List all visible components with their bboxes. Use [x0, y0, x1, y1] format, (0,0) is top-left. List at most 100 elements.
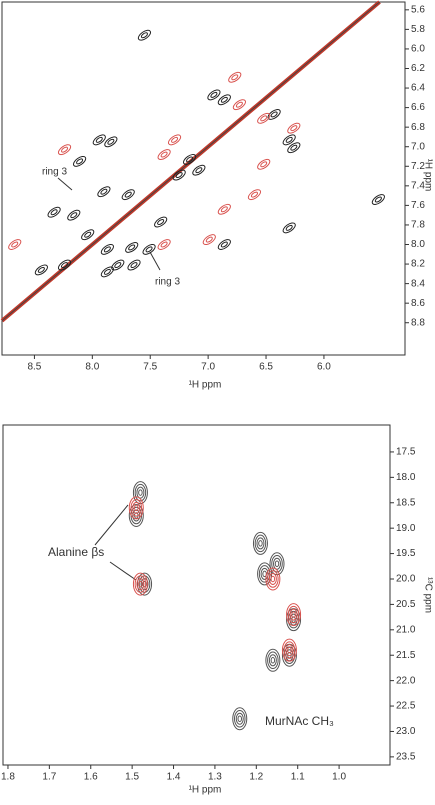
- x-tick-label: 8.5: [27, 362, 41, 373]
- peak: [67, 209, 81, 221]
- contour-ring: [287, 142, 301, 154]
- contour-ring: [220, 206, 228, 213]
- peak: [127, 259, 141, 271]
- x-tick-label: 8.0: [85, 362, 99, 373]
- contour-ring: [192, 164, 206, 176]
- x-tick-label: 7.0: [201, 362, 215, 373]
- contour-ring: [134, 575, 147, 593]
- contour-ring: [268, 572, 277, 585]
- y-tick-label: 5.6: [411, 4, 425, 15]
- x-tick-label: 1.6: [84, 772, 98, 783]
- y-tick-label: 5.8: [411, 24, 425, 35]
- contour-ring: [273, 557, 282, 570]
- y-tick-label: 19.5: [396, 548, 416, 559]
- annotation: ring 3: [42, 167, 67, 178]
- contour-ring: [281, 638, 297, 662]
- y-axis-label: ¹H ppm: [422, 159, 433, 192]
- contour-ring: [274, 560, 280, 567]
- contour-ring: [265, 567, 281, 591]
- peak: [128, 496, 144, 520]
- contour-ring: [250, 191, 258, 198]
- contour-ring: [11, 241, 19, 248]
- peak: [183, 153, 197, 165]
- peak: [154, 216, 168, 228]
- x-tick-label: 1.4: [167, 772, 181, 783]
- peak: [281, 638, 297, 662]
- contour-ring: [128, 496, 144, 520]
- y-tick-label: 8.6: [411, 298, 425, 309]
- contour-ring: [136, 578, 145, 591]
- peak: [104, 136, 118, 148]
- contour-ring: [205, 236, 213, 243]
- y-tick-label: 6.2: [411, 63, 425, 74]
- peak: [132, 572, 148, 596]
- leader-line: [57, 177, 73, 191]
- y-tick-label: 8.2: [411, 259, 425, 270]
- contour-ring: [270, 575, 276, 583]
- leader-line: [109, 561, 137, 581]
- contour-ring: [134, 483, 147, 502]
- peak: [157, 239, 171, 250]
- contour-ring: [132, 509, 141, 522]
- peak: [252, 531, 268, 555]
- contour-ring: [134, 504, 139, 512]
- contour-ring: [100, 266, 114, 278]
- contour-ring: [265, 648, 281, 672]
- contour-ring: [267, 109, 281, 120]
- peak: [247, 189, 262, 201]
- contour-ring: [137, 572, 153, 596]
- contour-ring: [210, 91, 218, 98]
- contour-ring: [8, 239, 22, 250]
- contour-ring: [142, 243, 156, 255]
- peak: [269, 552, 285, 576]
- peak: [217, 203, 231, 215]
- peak: [137, 29, 152, 41]
- y-tick-label: 21.5: [396, 650, 416, 661]
- y-tick-label: 21.0: [396, 624, 416, 635]
- contour-ring: [100, 188, 108, 195]
- annotation: MurNAc CH₃: [265, 714, 334, 728]
- x-tick-label: 1.3: [208, 772, 222, 783]
- contour-ring: [257, 112, 271, 124]
- diagonal-core: [1, 1, 380, 322]
- peak: [34, 264, 48, 276]
- contour-ring: [252, 531, 268, 555]
- contour-ring: [287, 122, 301, 134]
- contour-ring: [73, 155, 87, 167]
- contour-ring: [132, 572, 148, 596]
- peak: [282, 134, 296, 146]
- contour-ring: [271, 554, 283, 573]
- y-axis-label: ¹³C ppm: [422, 577, 433, 613]
- contour-ring: [132, 501, 141, 514]
- contour-ring: [256, 537, 265, 550]
- contour-ring: [167, 134, 182, 146]
- x-tick-label: 1.2: [249, 772, 263, 783]
- contour-ring: [374, 196, 382, 203]
- y-tick-label: 20.0: [396, 574, 416, 585]
- contour-ring: [217, 203, 231, 215]
- x-tick-label: 1.7: [42, 772, 56, 783]
- peak: [172, 169, 186, 181]
- contour-ring: [160, 241, 168, 248]
- contour-ring: [217, 94, 231, 106]
- contour-ring: [47, 206, 61, 218]
- contour-ring: [228, 71, 242, 83]
- x-tick-label: 7.5: [143, 362, 157, 373]
- plot-frame: [1, 1, 406, 356]
- plot-frame: [2, 424, 391, 766]
- contour-ring: [67, 209, 81, 221]
- contour-ring: [290, 144, 298, 151]
- y-tick-label: 8.4: [411, 278, 425, 289]
- contour-ring: [50, 209, 58, 216]
- contour-ring: [260, 115, 268, 122]
- peak: [232, 707, 248, 731]
- annotation: ring 3: [155, 277, 180, 288]
- contour-ring: [258, 540, 263, 547]
- y-tick-label: 7.2: [411, 161, 425, 172]
- y-tick-label: 7.8: [411, 220, 425, 231]
- contour-ring: [282, 222, 296, 234]
- y-tick-label: 23.0: [396, 726, 416, 737]
- peak: [217, 94, 231, 106]
- contour-ring: [207, 89, 221, 101]
